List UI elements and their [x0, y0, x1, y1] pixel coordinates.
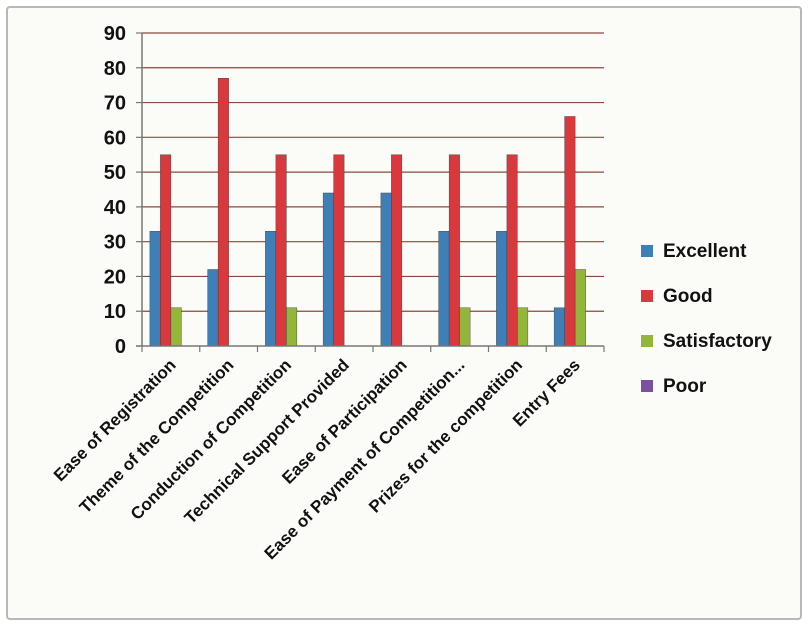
y-tick-label: 40: [104, 197, 126, 219]
bar-excellent-8: [553, 307, 565, 347]
y-tick-label: 30: [104, 232, 126, 254]
bar-good-4: [333, 154, 345, 347]
legend-label-good: Good: [663, 286, 713, 307]
y-tick-label: 50: [104, 162, 126, 184]
y-tick-label: 80: [104, 58, 126, 80]
legend: Excellent Good Satisfactory Poor: [641, 241, 772, 397]
y-tick-label: 90: [104, 23, 126, 45]
bar-good-5: [391, 154, 403, 347]
bar-good-7: [506, 154, 518, 347]
legend-label-poor: Poor: [663, 376, 707, 397]
y-tick-label: 70: [104, 93, 126, 115]
chart-frame: [6, 6, 802, 620]
y-tick-label: 20: [104, 266, 126, 288]
bar-good-1: [160, 154, 172, 347]
legend-swatch-satisfactory: [641, 335, 653, 347]
legend-swatch-good: [641, 290, 653, 302]
x-tick-label: Ease of Payment of Competition...: [261, 355, 469, 563]
bar-good-2: [217, 78, 229, 347]
bar-satisfactory-1: [170, 307, 182, 347]
bar-good-6: [448, 154, 460, 347]
bar-excellent-3: [265, 231, 277, 347]
y-tick-label: 60: [104, 127, 126, 149]
bar-satisfactory-7: [517, 307, 529, 347]
bar-satisfactory-3: [286, 307, 298, 347]
legend-swatch-excellent: [641, 245, 653, 257]
bars: [149, 78, 586, 347]
bar-excellent-1: [149, 231, 161, 347]
bar-excellent-5: [380, 192, 392, 347]
bar-satisfactory-8: [574, 269, 586, 347]
bar-excellent-2: [207, 269, 219, 347]
y-tick-label: 10: [104, 301, 126, 323]
bar-good-8: [564, 116, 576, 347]
bar-excellent-7: [496, 231, 508, 347]
legend-swatch-poor: [641, 380, 653, 392]
legend-label-excellent: Excellent: [663, 241, 747, 262]
y-tick-label: 0: [115, 336, 126, 358]
bar-good-3: [275, 154, 287, 347]
legend-label-satisfactory: Satisfactory: [663, 331, 772, 352]
bar-excellent-6: [438, 231, 450, 347]
bar-satisfactory-6: [459, 307, 471, 347]
bar-excellent-4: [322, 192, 334, 347]
